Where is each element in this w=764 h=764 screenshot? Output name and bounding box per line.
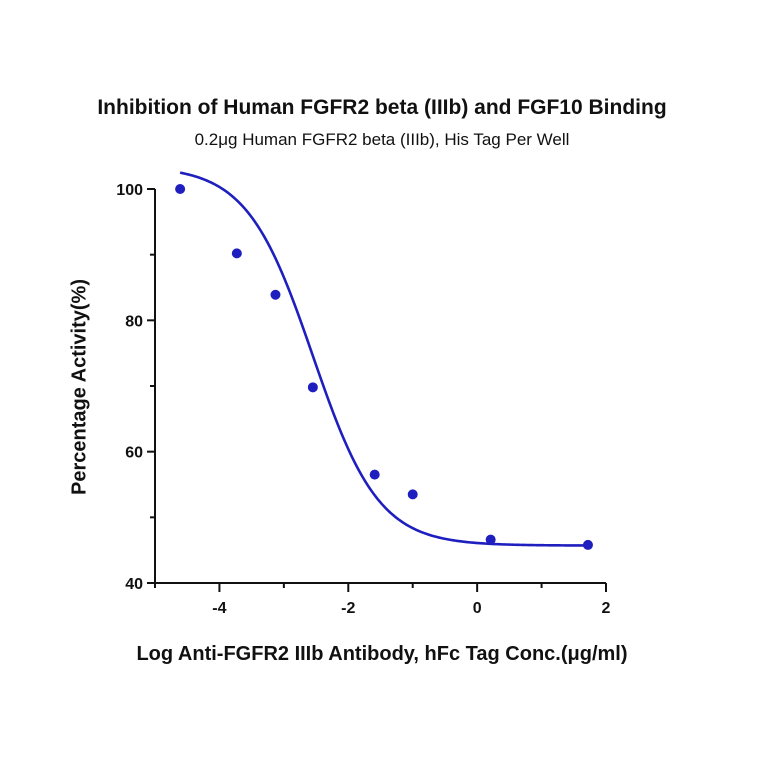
data-point (485, 534, 496, 545)
axes: 40 60 80 100 -4 -2 0 2 (116, 182, 610, 617)
x-axis-label: Log Anti-FGFR2 IIIb Antibody, hFc Tag Co… (136, 643, 628, 665)
data-point (270, 289, 281, 300)
data-point (369, 469, 380, 480)
y-tick-label: 40 (125, 576, 143, 593)
data-point (407, 489, 418, 500)
y-tick-label: 100 (116, 182, 143, 199)
data-point (175, 184, 186, 194)
y-tick-label: 60 (125, 445, 143, 462)
fit-curve-layer (179, 171, 588, 547)
data-point (582, 539, 593, 550)
x-tick-label: -2 (341, 600, 355, 617)
chart-subtitle: 0.2μg Human FGFR2 beta (IIIb), His Tag P… (194, 130, 570, 149)
data-point (307, 382, 318, 393)
chart-title: Inhibition of Human FGFR2 beta (IIIb) an… (97, 96, 667, 119)
x-tick-label: 0 (473, 600, 482, 617)
data-point (231, 248, 242, 259)
y-tick-label: 80 (125, 313, 143, 330)
data-points-layer (175, 184, 593, 550)
x-tick-label: 2 (602, 600, 611, 617)
fit-curve (179, 171, 588, 547)
x-tick-label: -4 (212, 600, 226, 617)
